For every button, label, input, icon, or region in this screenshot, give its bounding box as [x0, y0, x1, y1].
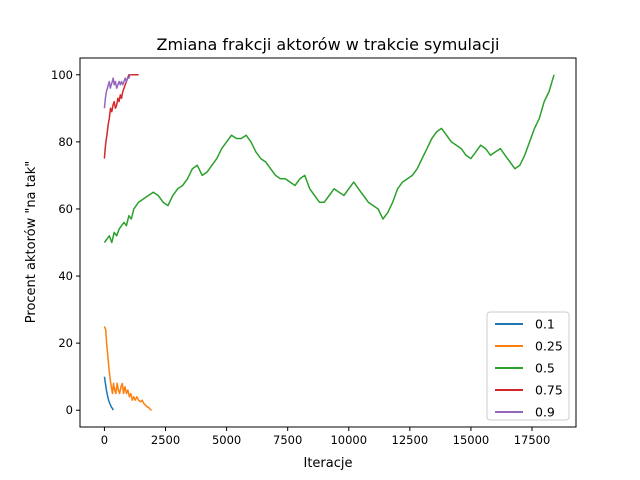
x-tick-label: 2500 — [151, 433, 180, 447]
y-tick-label: 0 — [66, 403, 73, 417]
x-tick-label: 15000 — [453, 433, 490, 447]
legend-label-0: 0.1 — [535, 317, 555, 332]
y-tick-label: 80 — [58, 135, 73, 149]
y-tick-label: 60 — [58, 202, 73, 216]
legend: 0.1 0.25 0.5 0.75 0.9 — [486, 311, 570, 421]
axes-frame — [79, 57, 577, 428]
x-axis-label: Iteracje — [304, 456, 353, 471]
legend-label-4: 0.9 — [535, 405, 555, 420]
y-axis: 0 20 40 60 80 100 — [51, 68, 80, 417]
legend-label-1: 0.25 — [535, 339, 563, 354]
chart-title: Zmiana frakcji aktorów w trakcie symulac… — [157, 35, 500, 54]
series-line-0 — [103, 376, 114, 411]
y-tick-label: 100 — [51, 68, 73, 82]
series-line-4 — [103, 74, 132, 109]
x-tick-label: 10000 — [330, 433, 367, 447]
legend-label-3: 0.75 — [535, 383, 563, 398]
series-line-1 — [103, 326, 153, 411]
x-tick-label: 0 — [101, 433, 108, 447]
legend-label-2: 0.5 — [535, 361, 555, 376]
y-tick-label: 20 — [58, 336, 73, 350]
x-tick-label: 7500 — [273, 433, 302, 447]
x-tick-label: 12500 — [392, 433, 429, 447]
x-axis: 0 2500 5000 7500 10000 12500 15000 17500 — [101, 427, 551, 447]
x-tick-label: 17500 — [514, 433, 551, 447]
y-axis-label: Procent aktorów "na tak" — [24, 161, 39, 323]
series-line-2 — [103, 74, 555, 244]
y-tick-label: 40 — [58, 269, 73, 283]
legend-box — [486, 311, 570, 421]
plot-area — [103, 74, 555, 411]
x-tick-label: 5000 — [212, 433, 241, 447]
